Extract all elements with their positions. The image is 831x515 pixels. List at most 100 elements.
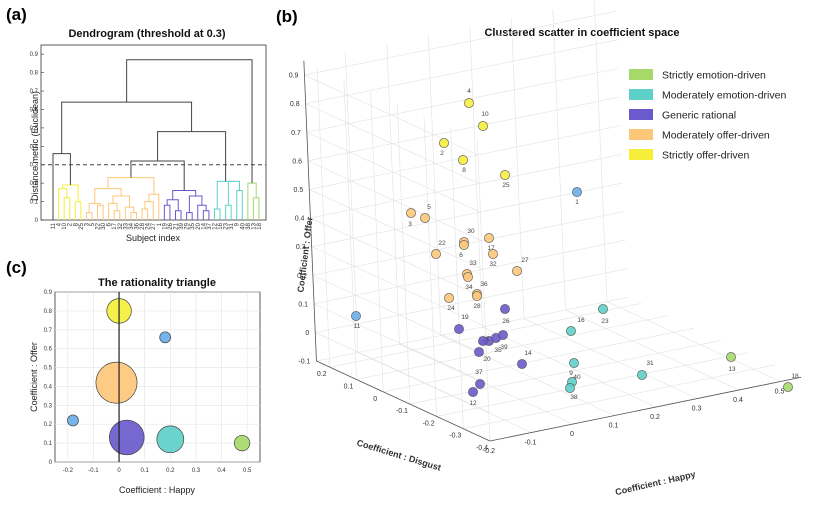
s3d-happy-tick: 0 <box>570 431 574 438</box>
dendrogram-leaf-label: 14 <box>201 222 207 229</box>
dendrogram-leaf-label: 16 <box>218 222 224 229</box>
s3d-point-label: 8 <box>462 167 466 174</box>
scatter3d-xlabel: Coefficient : Happy <box>614 469 696 497</box>
s3d-axis-disgust <box>316 360 491 442</box>
s3d-gridline <box>386 43 400 345</box>
dendrogram-link <box>227 180 241 206</box>
s3d-point <box>488 249 498 259</box>
s3d-happy-tick: 0.2 <box>650 414 660 421</box>
s3d-point <box>431 249 441 259</box>
dendrogram-leaf-label: 37 <box>207 222 213 229</box>
s3d-gridline <box>307 96 620 162</box>
s3d-offer-tick: 0.9 <box>289 73 299 80</box>
dendrogram-link <box>188 195 203 213</box>
s3d-gridline <box>315 268 627 333</box>
scatter3d-ylabel: Coefficient : Disgust <box>356 438 443 473</box>
s3d-offer-tick: 0.5 <box>294 187 304 194</box>
dendrogram-link <box>85 212 93 220</box>
dendrogram-link <box>144 201 154 220</box>
dendrogram-link <box>74 201 82 220</box>
s3d-point-label: 16 <box>577 317 585 324</box>
dendrogram-ytick-label: 0.8 <box>30 71 39 77</box>
s3d-point-label: 37 <box>475 369 483 376</box>
s3d-point <box>500 304 510 314</box>
bubble-xtick-label: 0.2 <box>166 468 175 474</box>
dendrogram-leaf-label: 17 <box>112 222 118 229</box>
dendrogram-link <box>216 180 234 209</box>
s3d-gridline <box>306 68 619 133</box>
s3d-disgust-tick: 0.2 <box>317 371 327 378</box>
s3d-gridline <box>440 335 615 416</box>
s3d-gridline <box>304 11 616 76</box>
s3d-disgust-tick: 0.1 <box>344 384 354 391</box>
s3d-axis-happy <box>489 376 802 442</box>
s3d-point-label: 23 <box>601 318 609 325</box>
dendrogram-leaf-label: 35 <box>190 222 196 229</box>
s3d-point-label: 40 <box>573 374 581 381</box>
bubble-ytick-label: 0.9 <box>44 290 53 296</box>
s3d-point-label: 25 <box>502 182 510 189</box>
scatter3d-title: Clustered scatter in coefficient space <box>484 27 679 39</box>
s3d-point-label: 1 <box>575 199 579 206</box>
dendrogram-link <box>186 212 193 220</box>
dendrogram-ytick-label: 0.9 <box>30 52 39 58</box>
s3d-point <box>478 336 488 346</box>
s3d-point-label: 5 <box>427 204 431 211</box>
panel-letter-a: (a) <box>6 5 27 24</box>
panel-letter-b: (b) <box>276 7 298 26</box>
dendrogram-leaf-label: 2 <box>68 222 74 226</box>
s3d-offer-tick: 0.3 <box>296 244 306 251</box>
s3d-point <box>517 359 527 369</box>
dendrogram-leaf-label: 3 <box>84 222 90 226</box>
s3d-point-label: 14 <box>524 350 532 357</box>
dendrogram-title: Dendrogram (threshold at 0.3) <box>68 28 225 40</box>
dendrogram-ytick-label: 0.5 <box>30 126 39 132</box>
s3d-point-label: 10 <box>481 111 489 118</box>
dendrogram-link <box>130 212 138 220</box>
bubble-xtick-label: -0.1 <box>88 468 99 474</box>
s3d-gridline <box>316 297 628 362</box>
s3d-gridline <box>309 189 483 270</box>
s3d-point <box>444 293 454 303</box>
dendrogram-leaf-label: 5 <box>90 222 96 226</box>
s3d-point-label: 35 <box>494 347 502 354</box>
s3d-gridline <box>370 91 384 392</box>
dendrogram-leaf-label: 13 <box>251 222 257 229</box>
s3d-point-label: 17 <box>487 245 495 252</box>
s3d-point <box>454 324 464 334</box>
s3d-gridline <box>357 352 532 433</box>
dendrogram-link <box>126 59 253 184</box>
s3d-gridline <box>313 303 488 385</box>
s3d-point <box>726 352 736 362</box>
s3d-point <box>484 233 494 243</box>
s3d-offer-tick: 0 <box>305 330 309 337</box>
s3d-point <box>569 358 579 368</box>
s3d-gridline <box>423 116 437 417</box>
bubble-point <box>109 419 145 456</box>
s3d-point <box>468 387 478 397</box>
s3d-point-label: 20 <box>483 356 491 363</box>
s3d-point-label: 39 <box>500 344 508 351</box>
bubble-xtick-label: 0.4 <box>217 468 226 474</box>
s3d-gridline <box>552 9 566 311</box>
s3d-offer-tick: 0.7 <box>291 130 301 137</box>
s3d-gridline <box>463 364 775 429</box>
s3d-point-label: 19 <box>461 314 469 321</box>
dendrogram-leaf-label: 9 <box>235 222 241 226</box>
s3d-offer-tick: 0.6 <box>292 158 302 165</box>
s3d-point <box>464 98 474 108</box>
dendrogram-leaf-label: 10 <box>62 222 68 229</box>
s3d-point-label: 22 <box>438 240 446 247</box>
s3d-point-label: 34 <box>465 284 473 291</box>
dendrogram-leaf-label: 6 <box>107 222 113 226</box>
s3d-point <box>475 379 485 389</box>
s3d-point-label: 30 <box>467 228 475 235</box>
s3d-point <box>351 311 361 321</box>
s3d-offer-tick: -0.1 <box>298 359 310 366</box>
dendrogram-chart: Dendrogram (threshold at 0.3) 0 0.1 0.2 0.3… <box>30 28 267 243</box>
dendrogram-leaf-label: 8 <box>73 222 79 226</box>
s3d-gridline <box>311 246 486 327</box>
dendrogram-leaf-label: 23 <box>224 222 230 229</box>
bubble-point <box>233 434 251 452</box>
